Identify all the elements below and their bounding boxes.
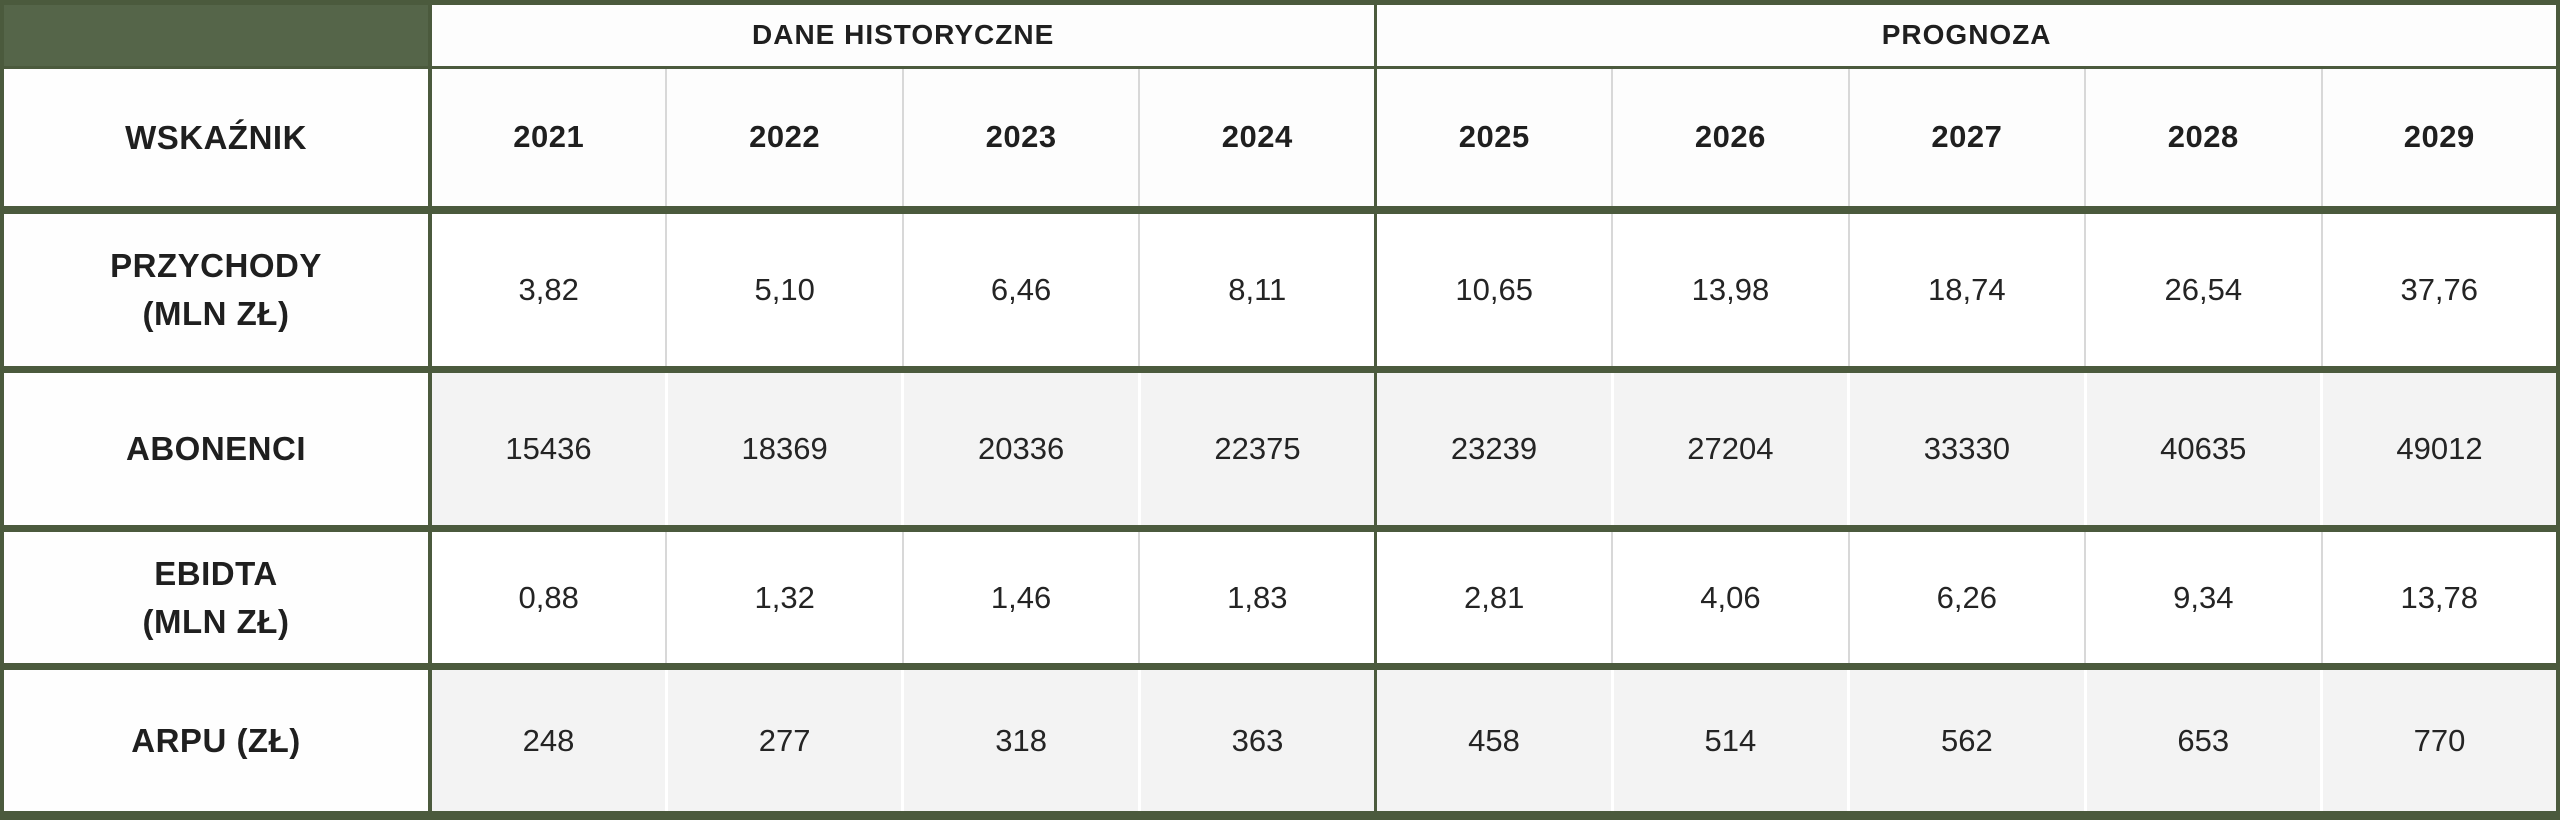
row-label-przychody: PRZYCHODY (MLN ZŁ) (2, 205, 432, 370)
row-label-line: ABONENCI (125, 429, 306, 467)
cell-ebidta-2029: 13,78 (2320, 524, 2558, 667)
year-header-2023: 2023 (901, 65, 1140, 210)
cell-arpu-2021: 248 (430, 663, 667, 816)
row-label-ebidta: EBIDTA (MLN ZŁ) (2, 524, 432, 667)
row-label-line: (MLN ZŁ) (142, 294, 290, 332)
cell-abonenci-2024: 22375 (1137, 365, 1376, 529)
year-header-2021: 2021 (430, 65, 667, 210)
cell-przychody-2024: 8,11 (1138, 205, 1376, 370)
cell-przychody-2028: 26,54 (2084, 205, 2322, 370)
cell-arpu-2026: 514 (1610, 663, 1849, 816)
cell-ebidta-2023: 1,46 (901, 524, 1140, 667)
cell-przychody-2026: 13,98 (1611, 205, 1849, 370)
cell-abonenci-2028: 40635 (2083, 365, 2322, 529)
cell-ebidta-2027: 6,26 (1847, 524, 2086, 667)
group-header-forecast: PROGNOZA (1374, 2, 2558, 68)
cell-abonenci-2026: 27204 (1610, 365, 1849, 529)
cell-ebidta-2026: 4,06 (1611, 524, 1849, 667)
row-label-line: (MLN ZŁ) (142, 602, 290, 640)
row-label-line: EBIDTA (154, 554, 278, 592)
indicator-column-header: WSKAŹNIK (2, 65, 432, 210)
group-header-row: DANE HISTORYCZNE PROGNOZA (2, 2, 2558, 68)
cell-abonenci-2025: 23239 (1374, 365, 1613, 529)
year-header-2027: 2027 (1847, 65, 2086, 210)
row-label-arpu: ARPU (ZŁ) (2, 663, 432, 816)
cell-przychody-2027: 18,74 (1847, 205, 2086, 370)
group-header-historical: DANE HISTORYCZNE (430, 2, 1376, 68)
cell-przychody-2023: 6,46 (901, 205, 1140, 370)
cell-arpu-2025: 458 (1374, 663, 1613, 816)
cell-arpu-2027: 562 (1847, 663, 2086, 816)
cell-ebidta-2028: 9,34 (2084, 524, 2322, 667)
cell-abonenci-2022: 18369 (664, 365, 903, 529)
cell-abonenci-2023: 20336 (901, 365, 1140, 529)
corner-cell (2, 2, 432, 68)
row-arpu: ARPU (ZŁ) 248 277 318 363 458 514 562 65… (2, 663, 2558, 816)
cell-ebidta-2021: 0,88 (430, 524, 667, 667)
cell-ebidta-2022: 1,32 (665, 524, 903, 667)
cell-ebidta-2024: 1,83 (1138, 524, 1376, 667)
cell-przychody-2029: 37,76 (2320, 205, 2558, 370)
year-header-2025: 2025 (1374, 65, 1613, 210)
cell-przychody-2021: 3,82 (430, 205, 667, 370)
cell-przychody-2022: 5,10 (665, 205, 903, 370)
year-header-2024: 2024 (1138, 65, 1376, 210)
year-header-row: WSKAŹNIK 2021 2022 2023 2024 2025 2026 2… (2, 65, 2558, 210)
year-header-2029: 2029 (2320, 65, 2558, 210)
row-label-line: PRZYCHODY (110, 246, 322, 284)
row-ebidta: EBIDTA (MLN ZŁ) 0,88 1,32 1,46 1,83 2,81… (2, 524, 2558, 667)
cell-abonenci-2027: 33330 (1847, 365, 2086, 529)
cell-arpu-2029: 770 (2320, 663, 2558, 816)
row-przychody: PRZYCHODY (MLN ZŁ) 3,82 5,10 6,46 8,11 1… (2, 205, 2558, 370)
year-header-2022: 2022 (665, 65, 903, 210)
cell-abonenci-2021: 15436 (430, 365, 667, 529)
cell-arpu-2028: 653 (2083, 663, 2322, 816)
row-abonenci: ABONENCI 15436 18369 20336 22375 23239 2… (2, 365, 2558, 529)
year-header-2028: 2028 (2084, 65, 2322, 210)
cell-arpu-2023: 318 (901, 663, 1140, 816)
cell-arpu-2022: 277 (664, 663, 903, 816)
cell-przychody-2025: 10,65 (1374, 205, 1613, 370)
cell-ebidta-2025: 2,81 (1374, 524, 1613, 667)
year-header-2026: 2026 (1611, 65, 1849, 210)
row-label-line: ARPU (ZŁ) (131, 721, 301, 759)
cell-abonenci-2029: 49012 (2320, 365, 2558, 529)
cell-arpu-2024: 363 (1137, 663, 1376, 816)
row-label-abonenci: ABONENCI (2, 365, 432, 529)
